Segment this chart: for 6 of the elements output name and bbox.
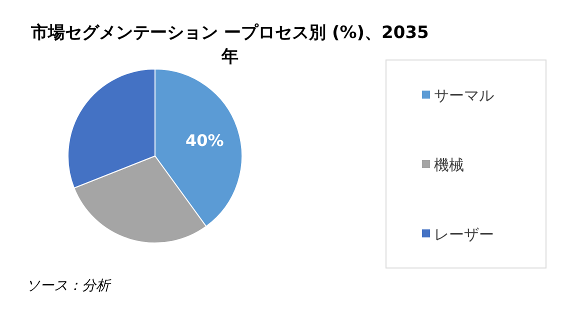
legend-label: 機械 [434, 156, 464, 174]
data-label: 40% [185, 130, 224, 150]
legend-label: サーマル [434, 86, 494, 105]
chart-title: 市場セグメンテーション ープロセス別 (%)、2035年 [30, 23, 429, 67]
legend-label: レーザー [434, 225, 494, 244]
text: ソース：分析 [26, 278, 112, 294]
